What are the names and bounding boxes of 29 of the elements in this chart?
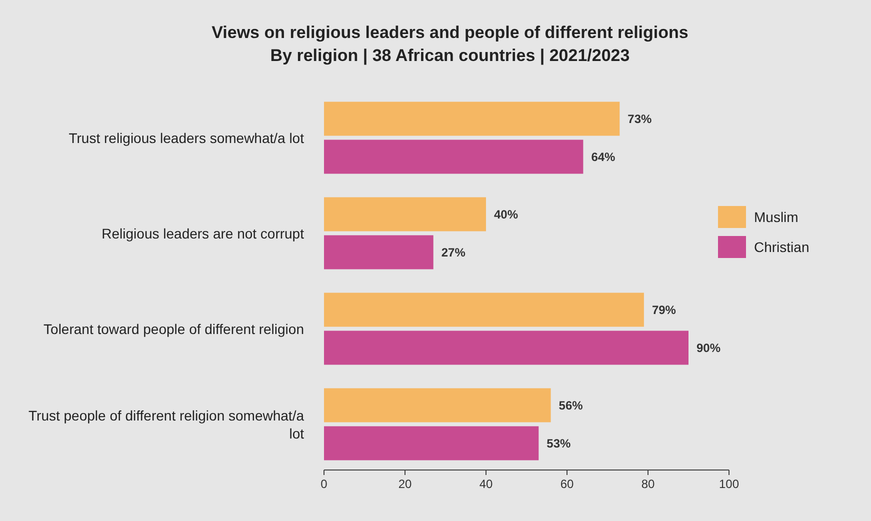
- x-tick-label: 80: [641, 477, 655, 491]
- data-label: 64%: [591, 150, 616, 164]
- y-tick-label: Tolerant toward people of different religion: [44, 320, 304, 337]
- bar: [324, 197, 486, 232]
- x-tick-label: 40: [479, 477, 493, 491]
- data-label: 40%: [494, 207, 518, 222]
- x-tick-label: 60: [560, 477, 574, 491]
- x-tick-label: 0: [320, 477, 328, 491]
- chart-title: Views on religious leaders and people of different religions By religion | 38 African countries | 2021/2023: [212, 23, 688, 65]
- y-tick-label: Religious leaders are not corrupt: [102, 225, 304, 242]
- data-label: 73%: [628, 112, 652, 126]
- data-label: 56%: [558, 398, 584, 412]
- data-label: 79%: [652, 302, 676, 317]
- bar: [324, 235, 434, 270]
- y-tick-label: Trust people of different religion somewhat/a lot: [28, 407, 304, 442]
- data-label: 27%: [441, 245, 466, 260]
- legend-label: Muslim: [754, 209, 798, 225]
- x-tick-label: 20: [398, 477, 412, 491]
- y-tick-label: Trust religious leaders somewhat/a lot: [68, 130, 304, 146]
- data-label: 53%: [546, 436, 571, 450]
- data-label: 90%: [696, 340, 721, 355]
- bar: [324, 140, 584, 174]
- x-tick-label: 100: [718, 477, 740, 491]
- bar: [324, 330, 688, 365]
- legend-label: Christian: [754, 239, 810, 255]
- bar: [324, 426, 539, 460]
- bar: [324, 102, 620, 136]
- bar: [324, 388, 551, 422]
- bar: [324, 292, 644, 327]
